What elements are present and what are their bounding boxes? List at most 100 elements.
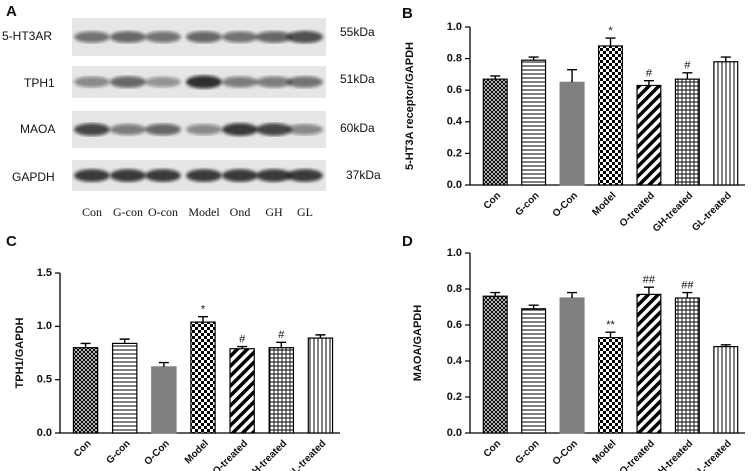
blot-band: [145, 123, 181, 136]
y-tick-label: 1.0: [447, 21, 462, 33]
blot-band: [287, 124, 323, 135]
x-tick-label: O-Con: [551, 438, 580, 467]
error-bar: [198, 316, 208, 323]
bar: [521, 59, 547, 186]
bar: [636, 84, 662, 186]
x-tick-label: O-treated: [618, 438, 657, 471]
y-tick-label: 0.6: [447, 319, 462, 331]
significance-mark: #: [239, 334, 246, 346]
y-tick-label: 0.2: [447, 147, 462, 159]
y-tick-label: 0.2: [447, 391, 462, 403]
y-axis-label: MAOA/GAPDH: [412, 305, 424, 381]
x-tick-label: Model: [590, 190, 618, 218]
panel-label: B: [402, 5, 413, 22]
x-tick-label: G-con: [513, 190, 541, 218]
blot-band: [186, 75, 222, 89]
error-bar: [682, 291, 693, 298]
y-tick-label: 0.0: [447, 179, 462, 191]
blot-band: [287, 30, 323, 44]
x-tick-label: Model: [183, 438, 211, 466]
blot-band: [110, 76, 146, 88]
x-tick-label: GL-treated: [690, 438, 734, 471]
blot-band: [256, 169, 292, 182]
error-bar: [643, 286, 654, 295]
blot-band: [222, 169, 258, 182]
significance-mark: *: [608, 25, 613, 37]
panel-label: D: [402, 233, 413, 250]
error-bar: [158, 361, 169, 367]
significance-mark: #: [278, 329, 285, 341]
bar: [636, 293, 662, 434]
x-tick-label: Con: [482, 190, 504, 212]
blot-band: [110, 124, 146, 135]
significance-mark: *: [201, 304, 206, 316]
error-bar: [720, 344, 731, 347]
lane-label: O-con: [148, 205, 178, 219]
error-bar: [119, 338, 130, 344]
x-tick-label: O-Con: [551, 190, 580, 219]
error-bar: [80, 342, 91, 348]
error-bar: [490, 291, 501, 297]
y-tick-label: 0.4: [447, 355, 463, 367]
bar: [151, 366, 177, 434]
y-tick-label: 0.0: [447, 427, 462, 439]
bar: [111, 342, 138, 434]
x-tick-label: GH-treated: [651, 190, 695, 234]
error-bar: [276, 341, 287, 348]
protein-label: TPH1: [24, 76, 55, 90]
blot-band: [145, 76, 181, 88]
x-tick-label: O-treated: [618, 190, 657, 229]
blot-band: [186, 124, 222, 135]
significance-mark: #: [646, 68, 653, 80]
x-tick-label: Model: [590, 438, 618, 466]
blot-band: [287, 76, 323, 88]
blot-band: [74, 31, 110, 43]
bar: [482, 78, 508, 186]
y-tick-label: 0.5: [37, 374, 52, 386]
error-bar: [528, 304, 539, 309]
bar: [674, 78, 700, 186]
bar: [597, 337, 624, 434]
protein-label: GAPDH: [12, 170, 55, 184]
x-tick-label: G-con: [513, 438, 541, 466]
x-tick-label: GL-treated: [690, 190, 734, 234]
bar: [482, 295, 508, 434]
y-tick-label: 0.8: [447, 283, 462, 295]
bar: [72, 347, 99, 434]
blot-band: [256, 123, 292, 136]
size-label: 37kDa: [346, 168, 381, 182]
blot-band: [145, 169, 181, 182]
y-tick-label: 0.4: [447, 116, 463, 128]
error-bar: [490, 75, 501, 80]
blot-band: [186, 169, 222, 182]
blot-band: [287, 169, 323, 182]
lane-label: GL: [297, 205, 313, 219]
bar: [559, 81, 585, 186]
x-tick-label: G-con: [104, 438, 132, 466]
bar: [559, 297, 585, 434]
blot-band: [74, 169, 110, 182]
y-axis-label: 5-HT3A receptor/GAPDH: [404, 42, 416, 170]
blot-band: [74, 123, 110, 136]
bar: [597, 45, 624, 186]
significance-mark: #: [684, 60, 691, 72]
blot-band: [222, 31, 258, 43]
error-bar: [315, 334, 326, 339]
bar: [268, 347, 295, 434]
y-tick-label: 1.0: [447, 247, 462, 259]
x-tick-label: GL-treated: [285, 438, 329, 471]
protein-label: MAOA: [20, 122, 55, 136]
error-bar: [237, 345, 248, 349]
error-bar: [720, 56, 731, 62]
size-label: 55kDa: [340, 25, 375, 39]
bar: [307, 337, 334, 434]
blot-band: [74, 76, 110, 88]
blot-band: [256, 76, 292, 88]
western-blot: 5-HT3AR 55kDa TPH1 51kDa MAOA 60kDa GAPDH 37kDa…: [2, 18, 381, 219]
blot-band: [145, 31, 181, 43]
x-tick-label: GH-treated: [245, 438, 289, 471]
error-bar: [643, 80, 654, 86]
y-tick-label: 1.5: [37, 267, 52, 279]
bar: [713, 346, 739, 434]
